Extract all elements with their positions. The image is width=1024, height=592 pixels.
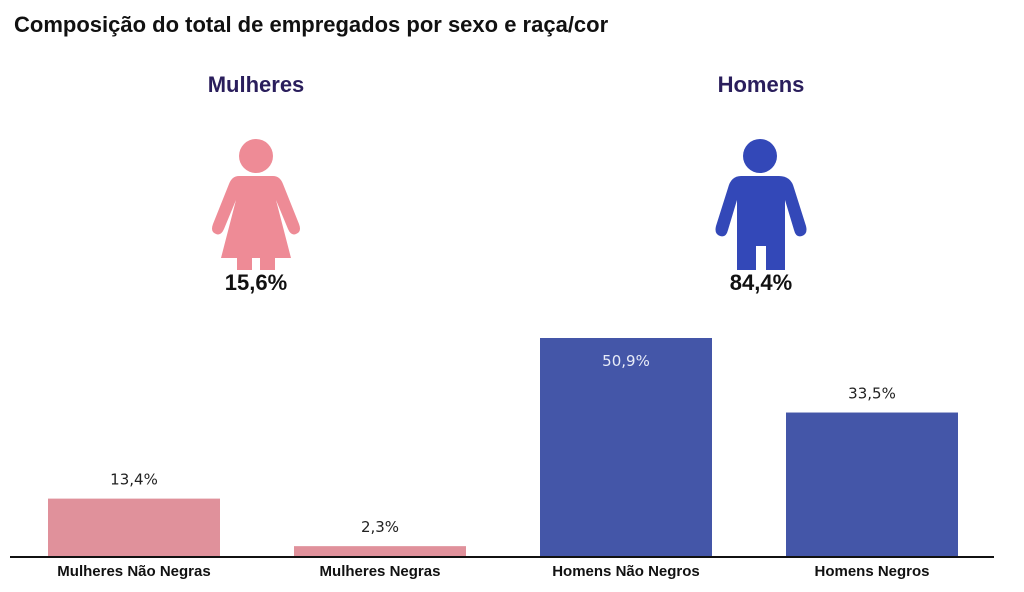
data-label-homens-negros: 33,5% bbox=[848, 385, 896, 403]
bar-mulheres-nao-negras bbox=[48, 498, 220, 556]
category-label-mulheres-negras: Mulheres Negras bbox=[320, 563, 441, 580]
data-label-mulheres-nao-negras: 13,4% bbox=[110, 471, 158, 489]
man-icon bbox=[715, 139, 807, 270]
bar-homens-nao-negros bbox=[540, 338, 712, 556]
category-label-homens-negros: Homens Negros bbox=[814, 563, 929, 580]
chart-title: Composição do total de empregados por se… bbox=[14, 12, 609, 37]
category-label-homens-nao-negros: Homens Não Negros bbox=[552, 563, 700, 580]
category-label-mulheres-nao-negras: Mulheres Não Negras bbox=[57, 563, 210, 580]
data-label-homens-nao-negros: 50,9% bbox=[602, 352, 650, 370]
bar-homens-negros bbox=[786, 412, 958, 556]
men-summary: Homens 84,4% bbox=[641, 72, 881, 296]
women-label: Mulheres bbox=[207, 72, 305, 97]
woman-icon bbox=[212, 139, 300, 270]
women-percentage: 15,6% bbox=[224, 270, 288, 295]
women-summary: Mulheres 15,6% bbox=[136, 72, 376, 296]
data-label-mulheres-negras: 2,3% bbox=[361, 518, 399, 536]
men-label: Homens bbox=[717, 72, 805, 97]
bar-mulheres-negras bbox=[294, 546, 466, 556]
men-percentage: 84,4% bbox=[729, 270, 793, 295]
